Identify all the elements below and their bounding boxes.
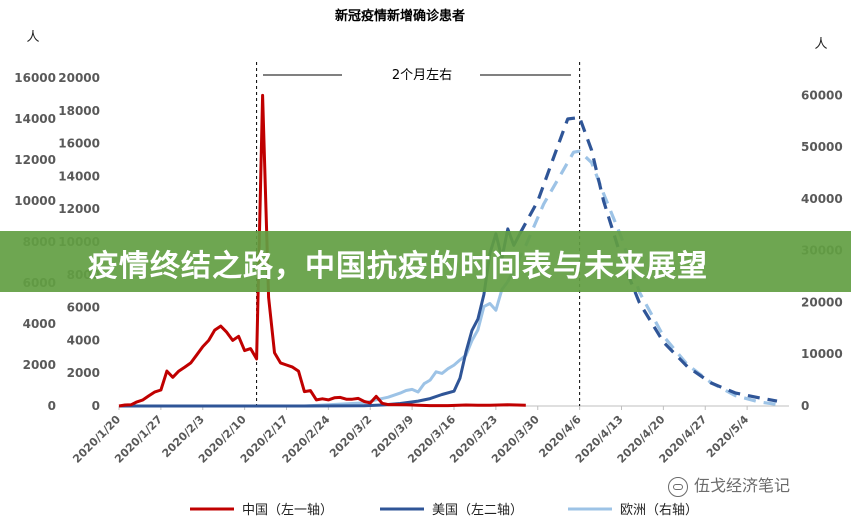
x-tick-label: 2020/3/2 <box>327 413 374 460</box>
y-left1-tick-label: 14000 <box>14 112 56 126</box>
y-right-tick-label: 0 <box>801 399 809 413</box>
y-left1-tick-label: 4000 <box>23 317 56 331</box>
y-left1-tick-label: 12000 <box>14 153 56 167</box>
legend-label: 美国（左二轴） <box>432 503 523 518</box>
title-banner <box>0 231 851 292</box>
y-left2-tick-label: 18000 <box>58 104 100 118</box>
y-left2-tick-label: 20000 <box>58 71 100 85</box>
y-left1-tick-label: 16000 <box>14 71 56 85</box>
annotation-text: 2个月左右 <box>392 68 452 83</box>
series-line <box>118 93 526 408</box>
y-right-tick-label: 10000 <box>801 347 843 361</box>
y-left2-tick-label: 12000 <box>58 202 100 216</box>
series-line <box>119 280 509 408</box>
chart-title: 新冠疫情新增确诊患者 <box>335 8 465 24</box>
wechat-icon <box>668 476 688 497</box>
watermark-text: 伍戈经济笔记 <box>694 476 791 495</box>
y-left2-tick-label: 4000 <box>67 333 100 347</box>
banner-title: 疫情终结之路，中国抗疫的时间表与未来展望 <box>88 249 708 284</box>
y-left2-tick-label: 16000 <box>58 137 100 151</box>
y-left2-tick-label: 0 <box>92 399 100 413</box>
legend-label: 中国（左一轴） <box>242 503 333 518</box>
y-left2-tick-label: 2000 <box>67 366 100 380</box>
y-right-tick-label: 60000 <box>801 88 843 102</box>
y-right-tick-label: 40000 <box>801 192 843 206</box>
y-right-tick-label: 50000 <box>801 140 843 154</box>
watermark: 伍戈经济笔记 <box>668 472 790 497</box>
y-left1-tick-label: 0 <box>48 399 56 413</box>
y-unit-left: 人 <box>26 30 39 45</box>
y-left2-tick-label: 14000 <box>58 169 100 183</box>
x-tick-label: 2020/5/4 <box>704 413 752 461</box>
y-unit-right: 人 <box>814 37 827 52</box>
legend-label: 欧洲（右轴） <box>620 503 698 518</box>
y-right-tick-label: 20000 <box>801 295 843 309</box>
y-left1-tick-label: 10000 <box>14 194 56 208</box>
y-left2-tick-label: 6000 <box>67 301 100 315</box>
series-line <box>506 149 778 406</box>
y-left1-tick-label: 2000 <box>23 358 56 372</box>
